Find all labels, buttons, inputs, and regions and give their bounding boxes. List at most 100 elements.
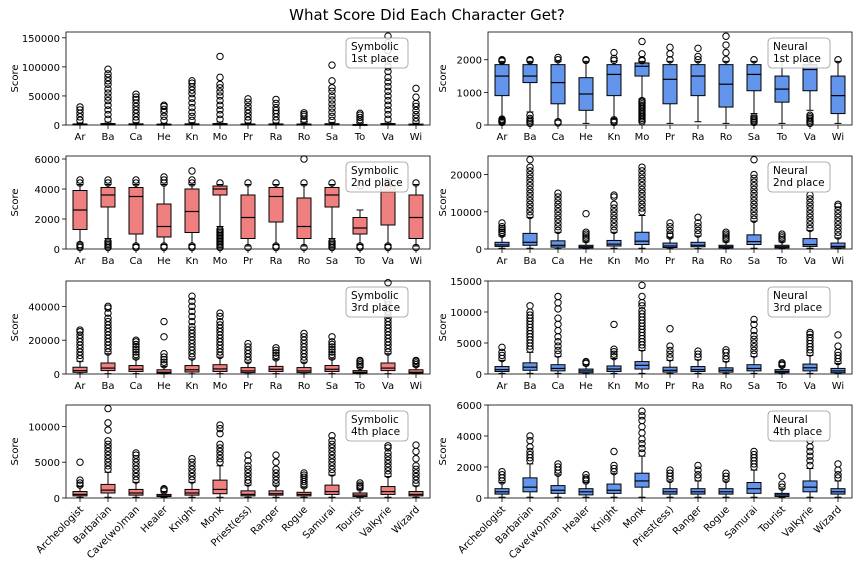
outlier-point — [384, 110, 392, 119]
box-Wi — [830, 331, 846, 374]
outlier-point — [610, 211, 618, 220]
outlier-point — [244, 469, 252, 477]
box-To — [774, 230, 790, 250]
outlier-point — [722, 230, 730, 238]
x-tick-label: He — [157, 132, 171, 143]
y-tick-label: 20000 — [28, 336, 60, 347]
outlier-point — [638, 310, 646, 318]
box-To — [352, 356, 368, 375]
x-tick-label: He — [579, 381, 593, 392]
outlier-point — [610, 461, 618, 470]
outlier-point — [694, 461, 702, 470]
box-Sa — [324, 333, 340, 375]
outlier-point — [300, 155, 308, 163]
x-tick-label: To — [776, 381, 788, 392]
outlier-point — [104, 73, 112, 82]
panel-title-box — [345, 410, 409, 442]
outlier-point — [610, 222, 618, 231]
panel-title-line: Neural — [773, 290, 808, 302]
outlier-point — [806, 328, 814, 337]
outlier-point — [610, 345, 618, 353]
outlier-point — [272, 95, 280, 104]
outlier-point — [188, 458, 196, 466]
outlier-point — [356, 481, 364, 489]
box-iqr — [718, 64, 734, 108]
outlier-point — [750, 193, 758, 201]
y-axis-label: Score — [10, 313, 21, 341]
outlier-point — [188, 94, 196, 102]
box-Mo — [634, 37, 650, 126]
outlier-point — [498, 467, 506, 476]
outlier-point — [160, 361, 168, 369]
outlier-point — [132, 93, 140, 101]
outlier-point — [328, 77, 336, 85]
x-tick-label: Ba — [102, 256, 115, 267]
panel-title-line: Neural — [773, 165, 808, 177]
outlier-point — [384, 82, 392, 91]
outlier-point — [104, 77, 112, 85]
x-tick-label: Ca — [551, 132, 564, 143]
box-iqr — [522, 64, 538, 84]
outlier-point — [188, 312, 196, 321]
outlier-point — [216, 440, 224, 449]
outlier-point — [694, 350, 702, 358]
outlier-point — [554, 305, 562, 313]
outlier-point — [216, 179, 224, 187]
x-tick-label: Ro — [720, 256, 733, 267]
x-tick-label: Valkyrie — [781, 504, 817, 540]
outlier-point — [188, 469, 196, 477]
x-tick-label: Va — [804, 256, 816, 267]
outlier-point — [412, 110, 420, 119]
outlier-point — [806, 195, 814, 203]
x-tick-label: Ar — [497, 132, 509, 143]
outlier-point — [750, 178, 758, 186]
outlier-point — [498, 224, 506, 233]
outlier-point — [554, 314, 562, 322]
outlier-point — [610, 48, 618, 57]
outlier-point — [244, 457, 252, 465]
y-tick-label: 6000 — [457, 401, 482, 412]
box-iqr — [522, 362, 538, 371]
x-tick-label: Ro — [720, 381, 733, 392]
outlier-point — [694, 56, 702, 64]
outlier-point — [216, 80, 224, 89]
box-He — [578, 471, 594, 498]
outlier-point — [160, 353, 168, 361]
outlier-point — [638, 444, 646, 453]
x-tick-label: Ar — [75, 381, 87, 392]
box-Kn — [184, 167, 200, 252]
outlier-point — [750, 113, 758, 121]
box-Mo — [212, 179, 228, 252]
outlier-point — [834, 460, 842, 468]
outlier-point — [750, 170, 758, 179]
x-tick-label: Valkyrie — [359, 504, 395, 540]
outlier-point — [750, 156, 758, 164]
outlier-point — [806, 443, 814, 451]
outlier-point — [666, 350, 674, 358]
outlier-point — [638, 56, 646, 64]
outlier-point — [834, 331, 842, 339]
box-Ca — [128, 90, 144, 126]
outlier-point — [160, 116, 168, 125]
outlier-point — [806, 209, 814, 218]
outlier-point — [76, 479, 84, 487]
panel-title-line: 2nd place — [773, 177, 825, 189]
outlier-point — [328, 447, 336, 456]
x-tick-label: Wi — [410, 381, 422, 392]
x-tick-label: Ca — [129, 381, 142, 392]
box-Ro — [296, 469, 312, 498]
outlier-point — [132, 90, 140, 98]
outlier-point — [188, 103, 196, 112]
outlier-point — [356, 356, 364, 365]
outlier-point — [244, 451, 252, 459]
outlier-point — [750, 208, 758, 216]
x-tick-label: Wi — [410, 256, 422, 267]
outlier-point — [554, 222, 562, 231]
y-tick-label: 4000 — [457, 432, 482, 443]
box-iqr — [690, 64, 706, 97]
x-tick-label: Ba — [102, 381, 115, 392]
outlier-point — [610, 200, 618, 209]
x-tick-label: Wi — [410, 132, 422, 143]
